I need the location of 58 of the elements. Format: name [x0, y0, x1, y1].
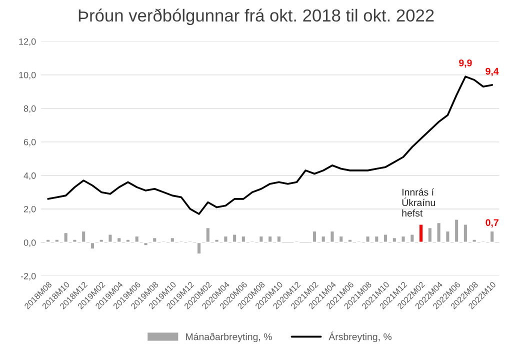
bar — [205, 226, 211, 244]
data-label: 9,9 — [459, 59, 472, 68]
bar — [436, 222, 442, 244]
bar — [454, 218, 460, 244]
bar — [134, 235, 140, 244]
data-label: 0,7 — [486, 219, 498, 228]
bar — [232, 233, 238, 244]
bar — [418, 223, 424, 244]
bar — [258, 235, 264, 244]
line-series — [47, 76, 493, 215]
y-tick-label: 6,0 — [24, 138, 36, 146]
bar — [267, 235, 273, 244]
bar — [214, 238, 220, 244]
bar — [90, 242, 96, 250]
bar — [320, 235, 326, 244]
bar — [152, 236, 158, 244]
bar — [409, 233, 416, 244]
bar — [427, 226, 433, 244]
y-tick-label: 4,0 — [24, 172, 36, 180]
bar — [222, 235, 229, 244]
bar — [374, 235, 380, 244]
bar — [107, 233, 114, 244]
bar — [276, 235, 282, 244]
bar — [80, 230, 86, 244]
bar — [347, 238, 353, 244]
bar — [196, 242, 202, 255]
bar — [125, 238, 131, 244]
bar — [142, 242, 149, 247]
bar — [462, 223, 468, 244]
bar — [62, 232, 69, 244]
bar — [400, 235, 406, 244]
bar — [329, 230, 336, 244]
legend-label: Mánaðarbreyting, % — [186, 332, 272, 342]
bar — [72, 238, 78, 244]
bar — [312, 230, 318, 244]
chart-title: Þróun verðbólgunnar frá okt. 2018 til okt. 2022 — [78, 8, 434, 26]
bar — [444, 230, 451, 244]
y-tick-label: 10,0 — [19, 72, 36, 80]
bar — [54, 238, 60, 244]
bar — [98, 238, 104, 244]
y-tick-label: 8,0 — [24, 105, 36, 113]
y-tick-label: -2,0 — [20, 272, 36, 280]
bar — [116, 236, 122, 244]
bar — [364, 235, 371, 244]
y-tick-label: 0,0 — [24, 239, 36, 247]
bar — [240, 235, 246, 244]
bar — [471, 238, 478, 244]
bar — [489, 230, 496, 244]
bar — [45, 238, 51, 244]
bar — [382, 233, 388, 244]
bar — [391, 236, 398, 244]
y-tick-label: 2,0 — [24, 206, 36, 214]
annotation: Innrás í Úkraínu hefst — [402, 188, 435, 217]
bar — [169, 236, 176, 244]
bar — [338, 235, 344, 244]
legend-label: Ársbreyting, % — [328, 332, 392, 342]
data-label: 9,4 — [486, 68, 499, 76]
y-tick-label: 12,0 — [19, 38, 36, 46]
